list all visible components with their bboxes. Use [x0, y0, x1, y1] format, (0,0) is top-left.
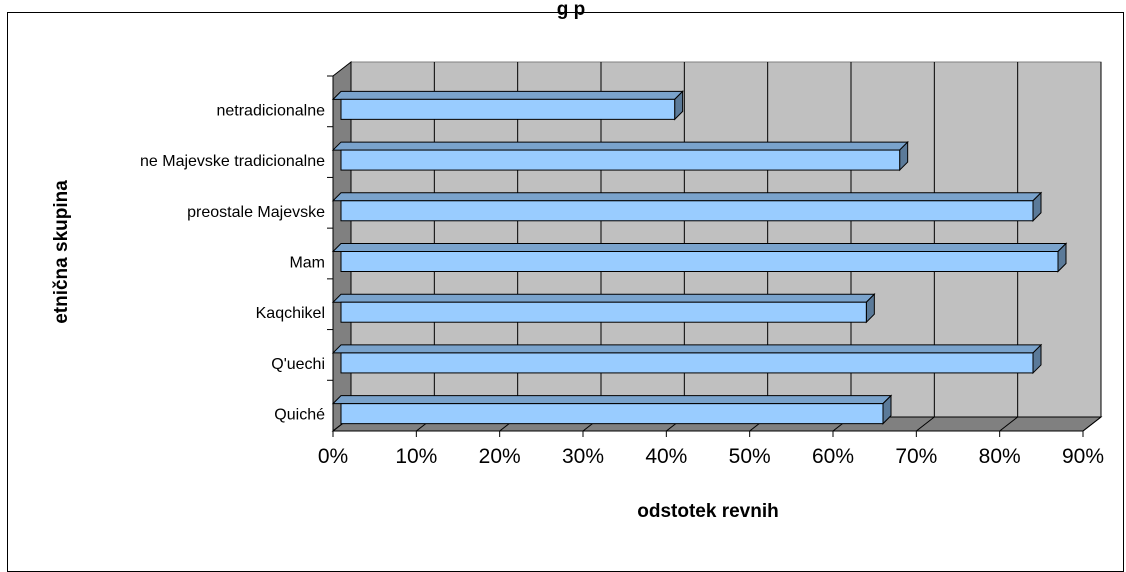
category-label: preostale Majevske [187, 204, 325, 221]
category-labels: netradicionalne ne Majevske tradicionalne… [140, 75, 333, 424]
x-tick-label: 80% [979, 445, 1021, 468]
x-tick-label: 90% [1062, 445, 1104, 468]
bar-front [340, 98, 676, 120]
chart-title: g p [556, 0, 586, 20]
bar [331, 140, 909, 172]
bar-top [331, 192, 1043, 202]
bar [331, 293, 876, 324]
x-tick-label: 0% [318, 445, 348, 468]
bar-front [340, 352, 1034, 374]
category-label: Kaqchikel [256, 305, 325, 322]
bar-front [340, 301, 867, 323]
bar-top [331, 344, 1043, 354]
bar [331, 394, 893, 425]
bar-front [340, 403, 884, 425]
x-tick-labels: 0% 10% 20% 30% 40% 50% 60% 70% 80% 90% [318, 445, 1104, 468]
floor-gridline [999, 416, 1018, 432]
bar [331, 191, 1043, 222]
category-label: Mam [289, 255, 325, 272]
bar-front [340, 200, 1034, 222]
bar-front [340, 149, 901, 171]
y-axis-title: etnična skupina [51, 180, 72, 324]
x-tick-label: 70% [895, 445, 937, 468]
category-label: Quiché [274, 407, 325, 424]
bars [331, 90, 1068, 425]
floor-gridline [1082, 416, 1102, 432]
bar-front [340, 251, 1059, 272]
x-tick-label: 20% [479, 445, 521, 468]
floor-gridline [916, 416, 935, 432]
x-tick-label: 10% [395, 445, 437, 468]
bar [331, 90, 684, 121]
bar-top [331, 395, 893, 405]
x-tick-label: 50% [729, 445, 771, 468]
bar [331, 343, 1043, 375]
x-tick-label: 30% [562, 445, 604, 468]
bar [331, 242, 1068, 273]
x-tick-label: 40% [645, 445, 687, 468]
category-label: ne Majevske tradicionalne [140, 153, 325, 170]
x-axis-title: odstotek revnih [637, 501, 778, 522]
bar-top [331, 141, 909, 151]
category-label: Q'uechi [271, 356, 325, 373]
bar-top [331, 243, 1068, 252]
category-label: netradicionalne [216, 102, 325, 119]
bar-top [331, 293, 876, 303]
bar-top [331, 90, 684, 100]
x-tick-label: 60% [812, 445, 854, 468]
